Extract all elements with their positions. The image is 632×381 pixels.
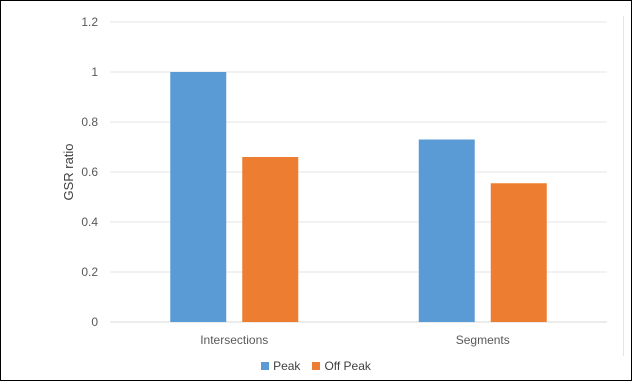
- x-tick-labels: Intersections Segments: [200, 333, 510, 347]
- bars: [170, 72, 547, 322]
- legend-item: Peak: [261, 359, 300, 373]
- y-axis-label: GSR ratio: [61, 143, 76, 200]
- legend-item: Off Peak: [312, 359, 371, 373]
- y-tick-label: 0: [91, 315, 98, 329]
- bar: [242, 157, 299, 322]
- legend: Peak Off Peak: [0, 359, 632, 373]
- x-tick-label: Intersections: [200, 333, 268, 347]
- legend-swatch: [312, 362, 321, 370]
- legend-label: Off Peak: [324, 359, 371, 373]
- y-tick-label: 0.6: [81, 165, 98, 179]
- legend-label: Peak: [273, 359, 301, 373]
- y-tick-label: 0.4: [81, 215, 98, 229]
- bar: [490, 183, 547, 322]
- y-tick-labels: 0 0.2 0.4 0.6 0.8 1 1.2: [81, 15, 98, 329]
- y-tick-label: 1.2: [81, 15, 98, 29]
- right-divider: [623, 16, 624, 356]
- bar: [418, 139, 475, 322]
- y-tick-label: 1: [91, 65, 98, 79]
- x-tick-label: Segments: [456, 333, 510, 347]
- bar-chart: 00.20.40.60.811.2 Intersections Segments …: [61, 15, 607, 347]
- y-tick-label: 0.8: [81, 115, 98, 129]
- bar: [170, 72, 227, 322]
- y-tick-label: 0.2: [81, 265, 98, 279]
- legend-swatch: [261, 362, 270, 370]
